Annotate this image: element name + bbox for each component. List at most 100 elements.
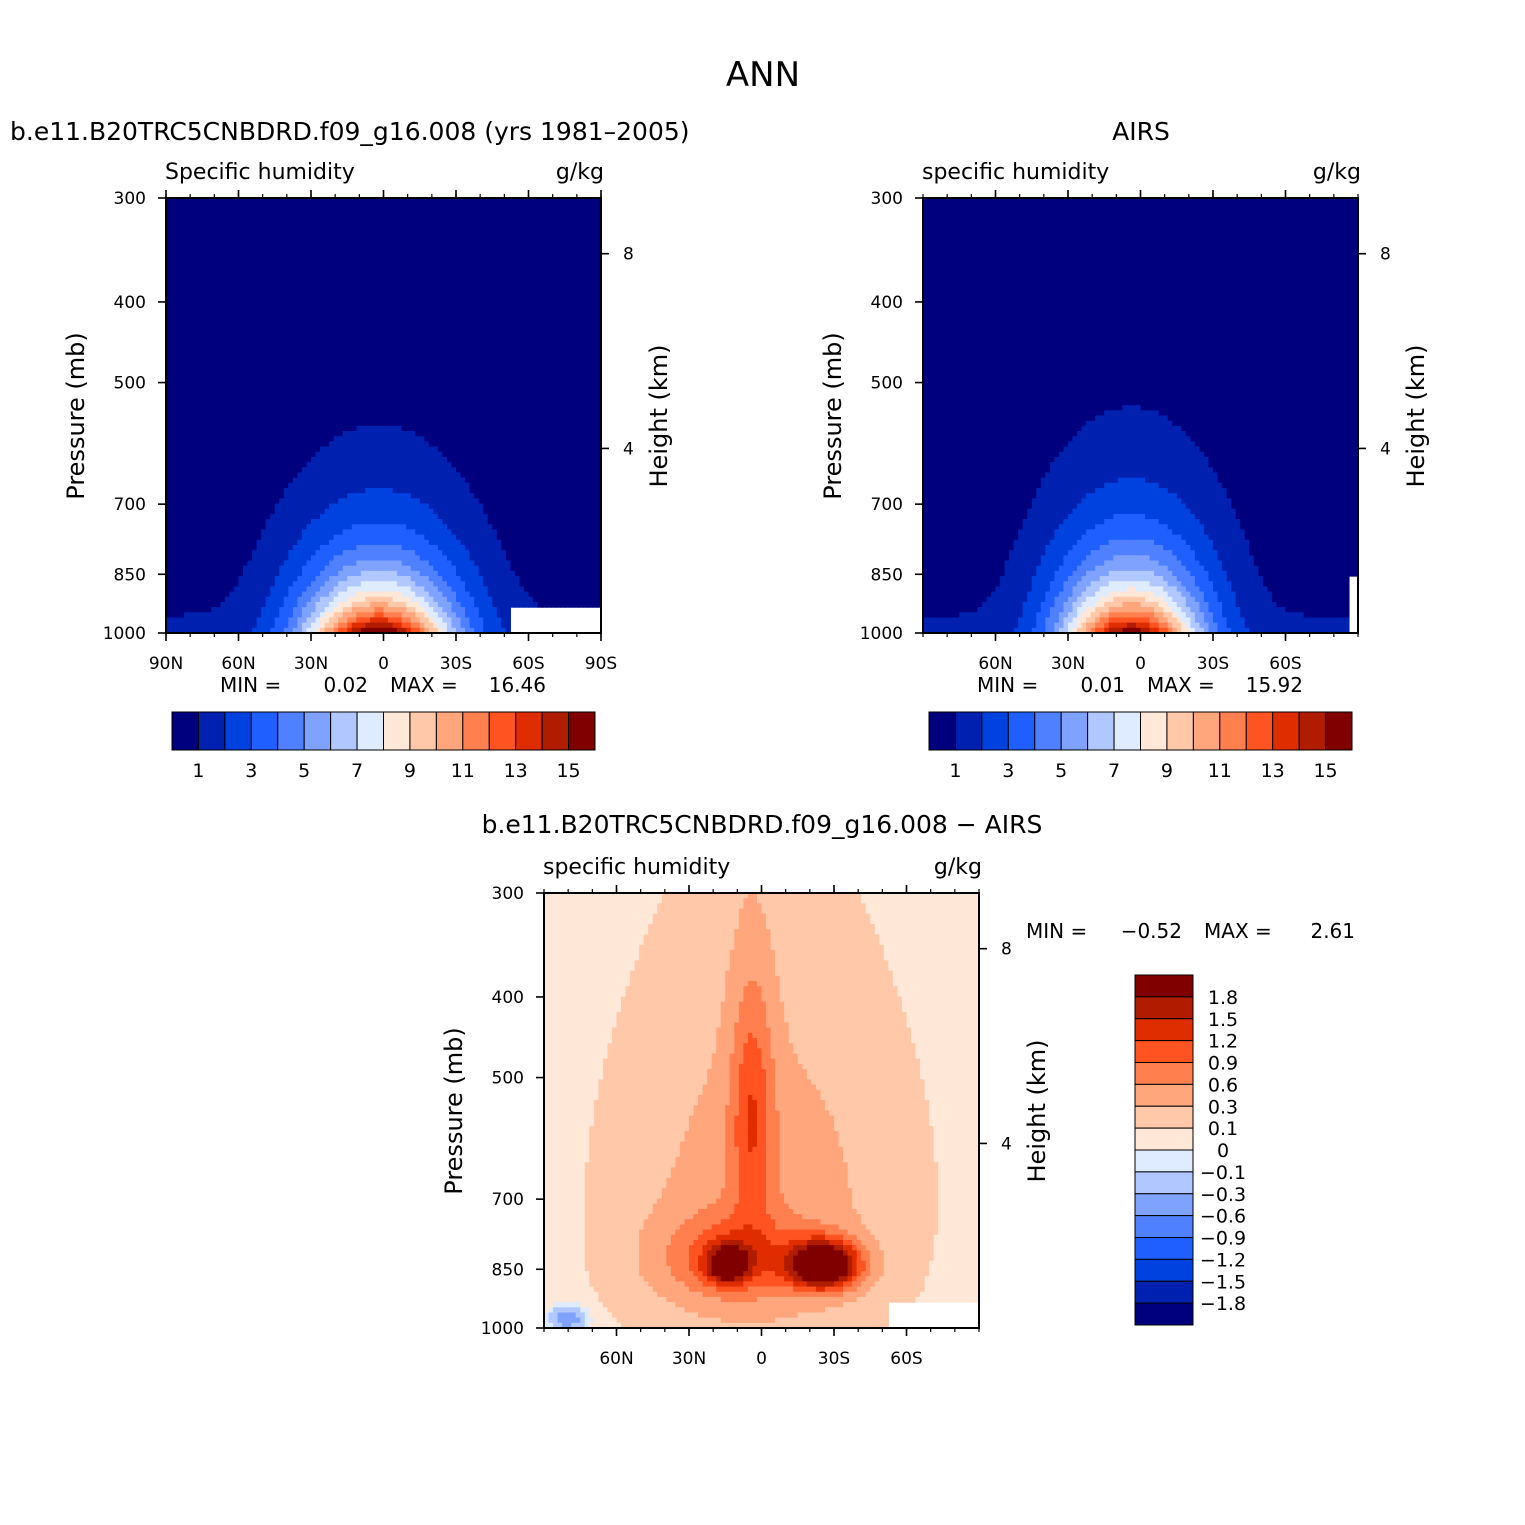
model-field-cell [519, 451, 525, 458]
model-field-cell [573, 239, 579, 246]
model-field-cell [243, 322, 249, 329]
model-field-cell [533, 415, 539, 422]
model-field-cell [188, 239, 194, 246]
model-field-cell [170, 363, 176, 370]
model-field-cell [193, 353, 199, 360]
model-field-cell [365, 358, 371, 365]
model-field-cell [582, 348, 589, 354]
model-field-cell [492, 234, 498, 241]
model-field-cell [351, 270, 357, 277]
model-field-cell [261, 399, 267, 406]
model-field-cell [374, 431, 380, 437]
model-field-cell [523, 431, 530, 437]
model-field-cell [306, 451, 312, 458]
model-field-cell [433, 368, 439, 375]
model-field-cell [170, 223, 176, 230]
model-field-cell [270, 337, 276, 344]
model-field-cell [424, 394, 430, 401]
model-field-cell [283, 415, 289, 422]
model-field-cell [596, 208, 601, 215]
model-field-cell [446, 280, 453, 287]
model-field-cell [388, 431, 394, 437]
model-field-cell [320, 234, 326, 241]
model-field-cell [437, 353, 444, 360]
model-field-cell [211, 265, 217, 272]
model-field-cell [333, 218, 339, 225]
model-field-cell [501, 436, 507, 442]
model-field-cell [378, 348, 385, 354]
model-field-cell [578, 280, 584, 287]
model-field-cell [406, 441, 412, 448]
model-field-cell [283, 249, 289, 256]
model-field-cell [202, 213, 208, 220]
model-field-cell [401, 379, 407, 386]
model-field-cell [193, 296, 199, 303]
model-field-cell [175, 415, 181, 422]
model-field-cell [329, 296, 335, 303]
model-field-cell [365, 301, 371, 308]
model-field-cell [338, 322, 344, 329]
model-field-cell [369, 223, 376, 230]
model-field-cell [211, 399, 217, 406]
model-field-cell [347, 280, 353, 287]
model-field-cell [474, 405, 480, 411]
model-field-cell [587, 317, 593, 323]
model-field-cell [582, 322, 589, 329]
model-field-cell [401, 446, 407, 453]
model-field-cell [578, 296, 584, 303]
model-field-cell [197, 229, 203, 235]
model-field-cell [311, 431, 317, 437]
model-field-cell [202, 270, 208, 277]
model-field-cell [451, 265, 457, 272]
model-field-cell [292, 337, 299, 344]
model-field-cell [197, 301, 203, 308]
model-field-cell [428, 384, 434, 391]
model-field-cell [573, 280, 579, 287]
model-field-cell [202, 363, 208, 370]
model-field-cell [378, 218, 385, 225]
model-field-cell [510, 431, 516, 437]
model-field-cell [433, 322, 439, 329]
model-field-cell [184, 363, 190, 370]
model-field-cell [365, 441, 371, 448]
model-field-cell [501, 317, 507, 323]
model-field-cell [537, 332, 543, 339]
model-field-cell [193, 311, 199, 318]
model-field-cell [582, 379, 589, 386]
model-max-value: 16.46 [489, 673, 546, 697]
model-field-cell [274, 384, 280, 391]
model-field-cell [166, 446, 172, 453]
model-field-cell [197, 451, 203, 458]
model-field-cell [220, 456, 226, 463]
model-field-cell [523, 296, 530, 303]
model-field-cell [315, 332, 321, 339]
model-field-cell [320, 462, 326, 468]
model-field-cell [374, 420, 380, 427]
model-field-cell [333, 296, 339, 303]
model-field-cell [356, 337, 362, 344]
model-field-cell [256, 436, 262, 442]
model-field-cell [175, 239, 181, 246]
model-field-cell [578, 348, 584, 354]
model-field-cell [474, 363, 480, 370]
model-field-cell [252, 208, 258, 215]
model-field-cell [397, 456, 403, 463]
model-field-cell [546, 337, 552, 344]
model-field-cell [523, 223, 530, 230]
model-field-cell [206, 229, 212, 235]
model-field-cell [469, 368, 475, 375]
model-field-cell [256, 280, 262, 287]
model-field-cell [533, 244, 539, 251]
model-field-cell [397, 311, 403, 318]
model-field-cell [211, 394, 217, 401]
model-field-cell [179, 311, 185, 318]
model-field-cell [437, 374, 444, 380]
model-field-cell [564, 223, 570, 230]
model-field-cell [356, 405, 362, 411]
model-field-cell [587, 384, 593, 391]
model-field-cell [324, 379, 330, 386]
model-field-cell [342, 322, 348, 329]
model-field-cell [193, 337, 199, 344]
model-field-cell [311, 218, 317, 225]
model-field-cell [247, 456, 253, 463]
